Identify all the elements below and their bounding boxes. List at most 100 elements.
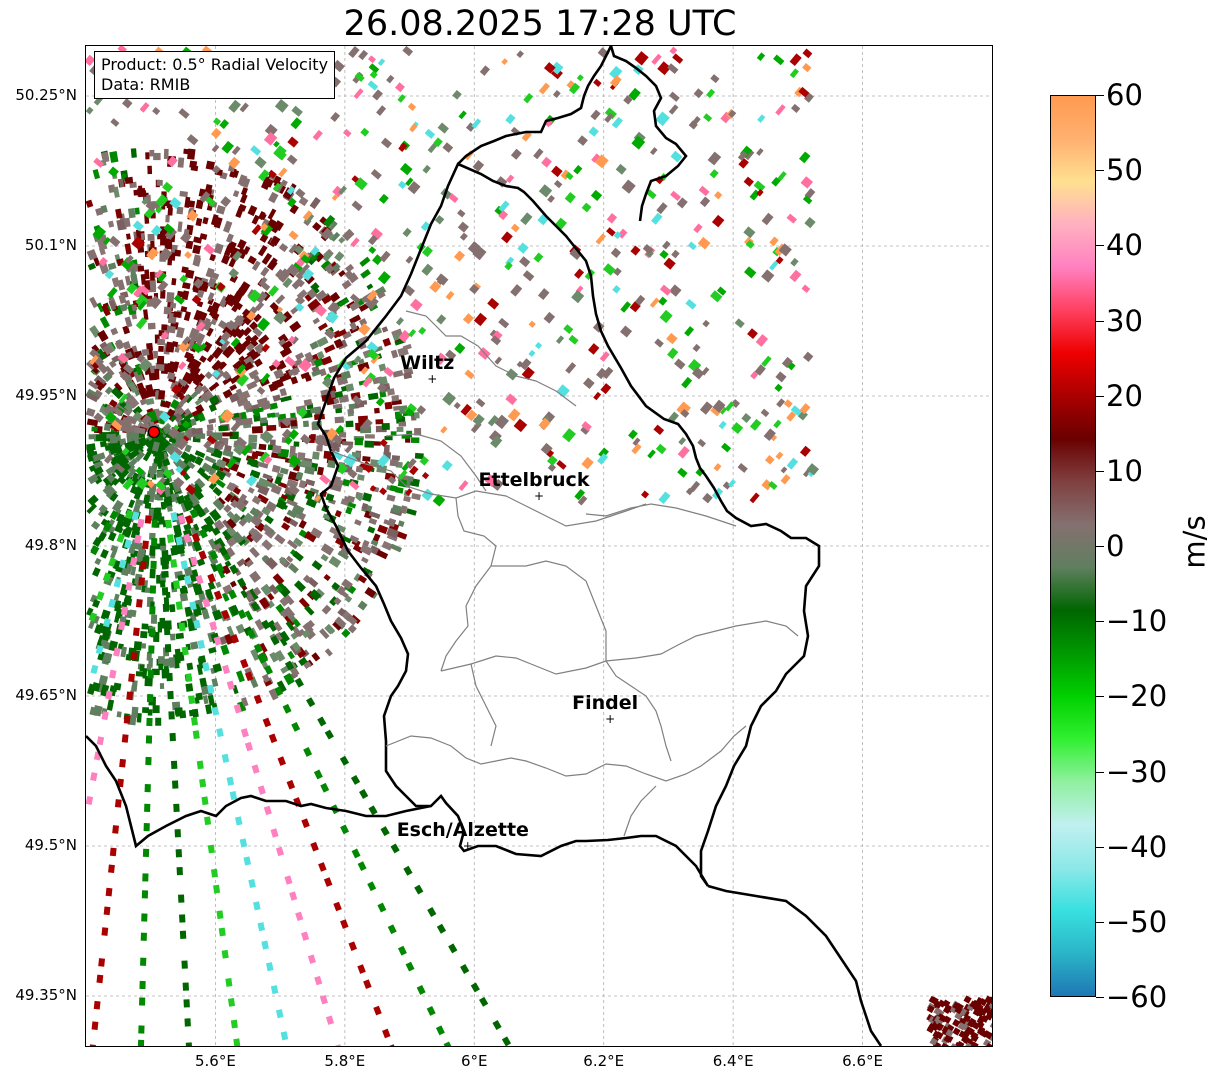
velocity-echo <box>92 599 101 608</box>
velocity-echo <box>220 331 232 342</box>
velocity-echo <box>169 732 176 742</box>
velocity-echo <box>590 109 601 121</box>
velocity-echo <box>226 536 238 548</box>
velocity-echo <box>588 126 599 137</box>
velocity-echo <box>560 169 571 180</box>
velocity-echo <box>571 290 585 304</box>
velocity-echo <box>368 55 376 64</box>
velocity-echo <box>345 263 355 273</box>
velocity-echo <box>615 163 627 175</box>
velocity-echo <box>799 403 811 415</box>
velocity-echo <box>202 216 209 225</box>
velocity-echo <box>91 344 100 353</box>
velocity-echo <box>273 621 283 632</box>
velocity-echo <box>135 466 145 476</box>
velocity-echo <box>369 70 378 79</box>
velocity-echo <box>349 293 361 304</box>
velocity-echo <box>235 623 246 635</box>
velocity-echo <box>289 891 298 901</box>
velocity-echo <box>436 274 447 286</box>
velocity-echo <box>289 445 296 454</box>
colorbar-tick-label: 50 <box>1106 153 1143 188</box>
velocity-echo <box>251 426 263 434</box>
velocity-echo <box>169 633 176 641</box>
velocity-echo <box>374 407 380 414</box>
velocity-echo <box>659 249 669 260</box>
velocity-echo <box>114 799 122 808</box>
velocity-echo <box>372 254 383 266</box>
velocity-echo <box>331 194 339 201</box>
velocity-echo <box>556 384 570 398</box>
velocity-echo <box>126 395 140 409</box>
velocity-echo <box>251 260 261 271</box>
velocity-echo <box>302 420 309 428</box>
velocity-echo <box>484 474 498 487</box>
velocity-echo <box>182 982 190 991</box>
velocity-echo <box>786 411 797 422</box>
velocity-echo <box>131 236 145 250</box>
velocity-echo <box>169 196 182 210</box>
velocity-echo <box>160 501 166 510</box>
velocity-echo <box>351 395 363 406</box>
velocity-echo <box>149 271 155 281</box>
velocity-echo <box>929 1037 938 1046</box>
velocity-echo <box>421 263 434 276</box>
velocity-echo <box>122 477 135 491</box>
lat-label: 49.65°N <box>15 686 77 704</box>
velocity-echo <box>325 493 335 502</box>
velocity-echo <box>276 680 287 693</box>
velocity-echo <box>146 479 155 489</box>
velocity-echo <box>218 927 226 937</box>
velocity-echo <box>654 338 664 348</box>
radar-site <box>147 425 161 439</box>
velocity-echo <box>332 403 343 409</box>
velocity-echo <box>472 160 485 172</box>
velocity-echo <box>123 402 133 412</box>
data-source-label: Data: RMIB <box>101 75 191 94</box>
product-label: Product: 0.5° Radial Velocity <box>101 55 329 74</box>
velocity-echo <box>670 150 683 163</box>
velocity-echo <box>469 284 480 295</box>
velocity-echo <box>247 486 255 494</box>
colorbar-tick <box>1096 546 1104 547</box>
velocity-echo <box>747 328 758 340</box>
velocity-echo <box>332 434 343 445</box>
velocity-echo <box>323 877 333 887</box>
velocity-echo <box>87 454 94 463</box>
velocity-echo <box>756 52 766 62</box>
velocity-echo <box>194 456 204 466</box>
velocity-echo <box>334 616 347 629</box>
velocity-echo <box>768 480 778 490</box>
velocity-echo <box>581 202 592 213</box>
velocity-echo <box>452 90 462 100</box>
velocity-echo <box>350 614 361 625</box>
velocity-echo <box>786 213 798 224</box>
velocity-echo <box>250 601 260 612</box>
velocity-echo <box>235 373 249 387</box>
velocity-echo <box>552 89 561 98</box>
velocity-echo <box>220 196 232 208</box>
velocity-echo <box>91 1021 99 1030</box>
velocity-echo <box>659 309 673 324</box>
velocity-echo <box>458 480 469 491</box>
velocity-echo <box>256 397 269 408</box>
velocity-echo <box>163 400 172 409</box>
velocity-echo <box>353 88 364 100</box>
velocity-echo <box>129 557 138 567</box>
velocity-echo <box>178 108 190 119</box>
velocity-echo <box>115 339 124 350</box>
velocity-echo <box>289 320 302 333</box>
velocity-echo <box>327 232 336 241</box>
velocity-echo <box>256 317 271 332</box>
velocity-echo <box>229 580 237 588</box>
velocity-echo <box>709 290 723 303</box>
velocity-echo <box>86 106 94 115</box>
velocity-echo <box>619 325 633 338</box>
velocity-echo <box>225 978 233 987</box>
velocity-echo <box>166 494 173 504</box>
velocity-echo <box>237 390 251 401</box>
velocity-echo <box>199 355 207 363</box>
velocity-echo <box>295 188 306 199</box>
velocity-echo <box>176 206 184 215</box>
velocity-echo <box>949 1043 959 1046</box>
